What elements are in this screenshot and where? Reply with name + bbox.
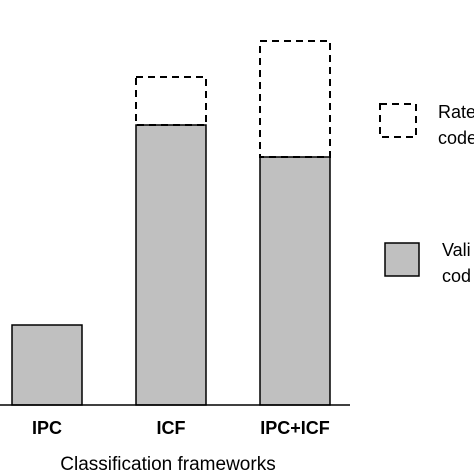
legend-label-rate-line1: Rate	[438, 102, 474, 122]
x-axis-title: Classification frameworks	[60, 454, 275, 474]
legend-label-valid-line1: Vali	[442, 240, 471, 260]
legend-label-valid-line2: cod	[442, 266, 471, 286]
bar-rate-icf	[135, 76, 207, 126]
legend-swatch-solid	[384, 242, 420, 277]
x-tick-label: IPC	[32, 418, 62, 438]
x-tick-labels: IPC ICF IPC+ICF	[32, 418, 330, 438]
legend-label-rate-line2: code	[438, 128, 474, 148]
bar-valid-ipc	[11, 324, 83, 406]
bar-valid-ipc-icf	[259, 156, 331, 406]
x-tick-label: ICF	[157, 418, 186, 438]
bar-rate-ipc-icf	[259, 40, 331, 158]
legend-swatch-dashed	[379, 103, 417, 138]
bars-group	[11, 40, 331, 406]
bar-valid-icf	[135, 124, 207, 406]
legend: Rate code Vali cod	[379, 102, 474, 286]
x-tick-label: IPC+ICF	[260, 418, 330, 438]
